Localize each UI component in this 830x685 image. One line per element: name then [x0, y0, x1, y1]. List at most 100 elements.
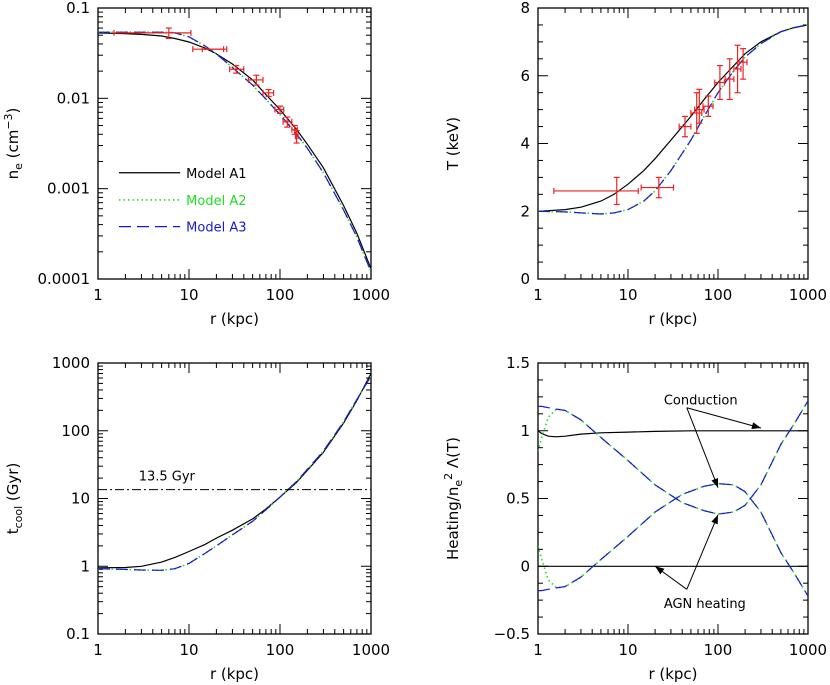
data-point [733, 44, 742, 94]
data-point [262, 88, 275, 98]
x-tick-label: 100 [704, 641, 733, 659]
data-point [293, 129, 300, 144]
arrow-head [711, 514, 718, 525]
plot-frame [537, 7, 809, 280]
series-line [538, 482, 808, 597]
y-axis-label-part: Λ(T) [444, 437, 462, 473]
y-axis-label-part: T (keV) [444, 117, 462, 171]
series-group [538, 400, 808, 597]
data-point [113, 29, 192, 36]
annotation-label: Conduction [664, 394, 738, 409]
x-tick-label: 1 [533, 641, 543, 659]
data-point [724, 58, 735, 101]
y-tick-label: 100 [61, 422, 90, 440]
series-group [98, 373, 371, 572]
x-tick-label: 10 [618, 286, 637, 304]
y-axis-label: Heating/ne2 Λ(T) [442, 437, 465, 560]
arrow-head [655, 566, 665, 575]
y-tick-label: 0.01 [57, 89, 90, 107]
x-axis-label: r (kpc) [648, 665, 697, 683]
y-tick-label: 2 [520, 202, 530, 220]
data-point [690, 92, 703, 134]
panel-ne: 1 10 100 1000 0.0001 0.001 0.01 0.1 r (kpc) ne (c… [2, 0, 390, 328]
data-point [165, 27, 172, 40]
y-tick-label: 1 [80, 557, 90, 575]
y-axis-label-part: e [452, 480, 465, 487]
y-tick-label: 1.5 [506, 354, 530, 372]
series-group [98, 31, 371, 273]
series-line [98, 32, 371, 269]
panel-temperature: 1 10 100 1000 0 2 4 6 8 r (kpc) T (keV) [444, 0, 827, 328]
y-tick-label: 1 [520, 422, 530, 440]
data-point [702, 95, 714, 118]
y-tick-label: −0.5 [494, 625, 530, 643]
y-axis-label-part: cool [12, 506, 25, 529]
y-tick-label: 0 [520, 270, 530, 288]
data-point [678, 115, 692, 138]
x-tick-label: 1000 [352, 641, 390, 659]
y-tick-label: 0.0001 [38, 270, 91, 288]
y-axis-label: ne (cm−3) [2, 108, 25, 180]
arrow-head [751, 422, 761, 430]
y-axis-label-part: (cm [4, 130, 22, 163]
annotation-label: AGN heating [664, 597, 746, 612]
x-axis-label: r (kpc) [210, 665, 259, 683]
x-tick-label: 10 [179, 641, 198, 659]
y-tick-label: 1000 [52, 354, 90, 372]
y-axis-label: tcool (Gyr) [4, 463, 25, 535]
data-point [247, 74, 264, 86]
y-axis-label-part: n [4, 170, 22, 180]
y-tick-label: 8 [520, 0, 530, 17]
y-tick-label: 0.1 [66, 0, 90, 17]
y-axis-label-part: (Gyr) [4, 463, 22, 506]
legend-label: Model A3 [186, 221, 246, 236]
series-line [98, 375, 371, 571]
plot-frame [97, 7, 372, 280]
annotation-arrow [686, 514, 719, 590]
data-point [282, 116, 293, 128]
data-point [201, 46, 225, 53]
y-tick-label: 0.1 [66, 625, 90, 643]
data-point [553, 176, 639, 206]
x-tick-label: 10 [179, 286, 198, 304]
y-axis-label-part: Heating/n [444, 487, 462, 560]
panel-heating: 1 10 100 1000 −0.5 0 0.5 1 1.5 r (kpc) Heating/ne2… [442, 354, 827, 683]
x-tick-label: 100 [704, 286, 733, 304]
y-axis-label-part: ) [4, 108, 22, 114]
x-tick-label: 100 [266, 286, 295, 304]
reference-line-label: 13.5 Gyr [139, 470, 196, 485]
series-line [98, 31, 371, 273]
y-tick-label: 0.001 [47, 180, 90, 198]
x-tick-label: 1 [533, 286, 543, 304]
x-axis-label: r (kpc) [210, 310, 259, 328]
series-line [538, 482, 808, 597]
y-axis-label: T (keV) [444, 117, 462, 171]
x-tick-label: 1000 [789, 286, 827, 304]
y-axis-label-part: e [12, 163, 25, 170]
y-tick-label: 6 [520, 67, 530, 85]
series-group [538, 24, 808, 215]
x-tick-label: 1000 [789, 641, 827, 659]
x-tick-label: 1 [93, 641, 103, 659]
data-point [229, 65, 245, 74]
data-point [714, 64, 726, 101]
series-line [538, 24, 808, 212]
x-tick-label: 100 [266, 641, 295, 659]
y-axis-label-part: 2 [442, 473, 455, 480]
x-tick-label: 1 [93, 286, 103, 304]
data-point [640, 176, 675, 199]
legend-label: Model A1 [186, 167, 246, 182]
data-point [274, 105, 285, 115]
x-axis-label: r (kpc) [648, 310, 697, 328]
data-point [694, 88, 705, 124]
series-line [98, 31, 371, 273]
y-axis-label-part: t [4, 528, 22, 534]
series-line [538, 400, 808, 515]
arrow-head [711, 478, 718, 488]
annotation-arrow [686, 407, 762, 429]
y-tick-label: 0 [520, 557, 530, 575]
legend-label: Model A2 [186, 194, 246, 209]
series-line [98, 373, 371, 569]
